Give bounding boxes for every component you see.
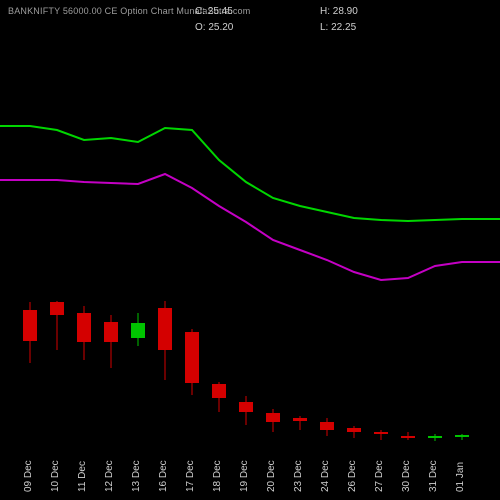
ohlc-close: C: 25.45 [195, 6, 233, 17]
x-tick-label: 19 Dec [239, 460, 250, 492]
ohlc-low-label: L: [320, 22, 328, 33]
candle-body [212, 384, 226, 398]
candle [239, 40, 253, 450]
candle [158, 40, 172, 450]
chart-area [0, 40, 500, 450]
candle [455, 40, 469, 450]
x-tick-label: 09 Dec [23, 460, 34, 492]
x-tick-label: 12 Dec [104, 460, 115, 492]
x-tick-label: 10 Dec [50, 460, 61, 492]
candle [401, 40, 415, 450]
candle [374, 40, 388, 450]
candle-body [266, 413, 280, 422]
candle [266, 40, 280, 450]
ohlc-high: H: 28.90 [320, 6, 358, 17]
candle [320, 40, 334, 450]
x-tick-label: 30 Dec [401, 460, 412, 492]
ohlc-low: L: 22.25 [320, 22, 356, 33]
ohlc-high-label: H: [320, 6, 330, 17]
candle [104, 40, 118, 450]
candle-body [239, 402, 253, 412]
x-tick-label: 18 Dec [212, 460, 223, 492]
candle [77, 40, 91, 450]
candle-body [428, 436, 442, 438]
candle-body [455, 435, 469, 437]
x-tick-label: 20 Dec [266, 460, 277, 492]
x-tick-label: 27 Dec [374, 460, 385, 492]
x-tick-label: 11 Dec [77, 461, 88, 492]
options-chart-root: { "header": { "title": "BANKNIFTY 56000.… [0, 0, 500, 500]
x-axis: 09 Dec 10 Dec 11 Dec 12 Dec 13 Dec 16 Dec 17 D… [0, 454, 500, 500]
candle-layer [0, 40, 500, 450]
candle-body [23, 310, 37, 341]
candle-body [293, 418, 307, 421]
ohlc-close-label: C: [195, 6, 205, 17]
x-tick-label: 31 Dec [428, 460, 439, 492]
ohlc-low-value: 22.25 [331, 22, 356, 33]
x-tick-label: 17 Dec [185, 460, 196, 492]
candle [131, 40, 145, 450]
ohlc-close-value: 25.45 [208, 6, 233, 17]
candle [293, 40, 307, 450]
x-tick-label: 23 Dec [293, 460, 304, 492]
ohlc-open-label: O: [195, 22, 206, 33]
candle [23, 40, 37, 450]
candle-body [158, 308, 172, 350]
ohlc-high-value: 28.90 [333, 6, 358, 17]
x-tick-label: 16 Dec [158, 460, 169, 492]
x-tick-label: 26 Dec [347, 460, 358, 492]
candle [185, 40, 199, 450]
x-tick-label: 24 Dec [320, 460, 331, 492]
candle [347, 40, 361, 450]
candle [428, 40, 442, 450]
candle-body [347, 428, 361, 432]
candle-body [185, 332, 199, 383]
candle-body [320, 422, 334, 430]
candle [212, 40, 226, 450]
candle-body [131, 323, 145, 338]
x-tick-label: 01 Jan [455, 462, 466, 492]
candle-body [77, 313, 91, 342]
candle [50, 40, 64, 450]
ohlc-open: O: 25.20 [195, 22, 233, 33]
candle-body [401, 436, 415, 438]
candle-body [104, 322, 118, 342]
ohlc-open-value: 25.20 [208, 22, 233, 33]
x-tick-label: 13 Dec [131, 460, 142, 492]
candle-body [374, 432, 388, 434]
candle-body [50, 302, 64, 315]
